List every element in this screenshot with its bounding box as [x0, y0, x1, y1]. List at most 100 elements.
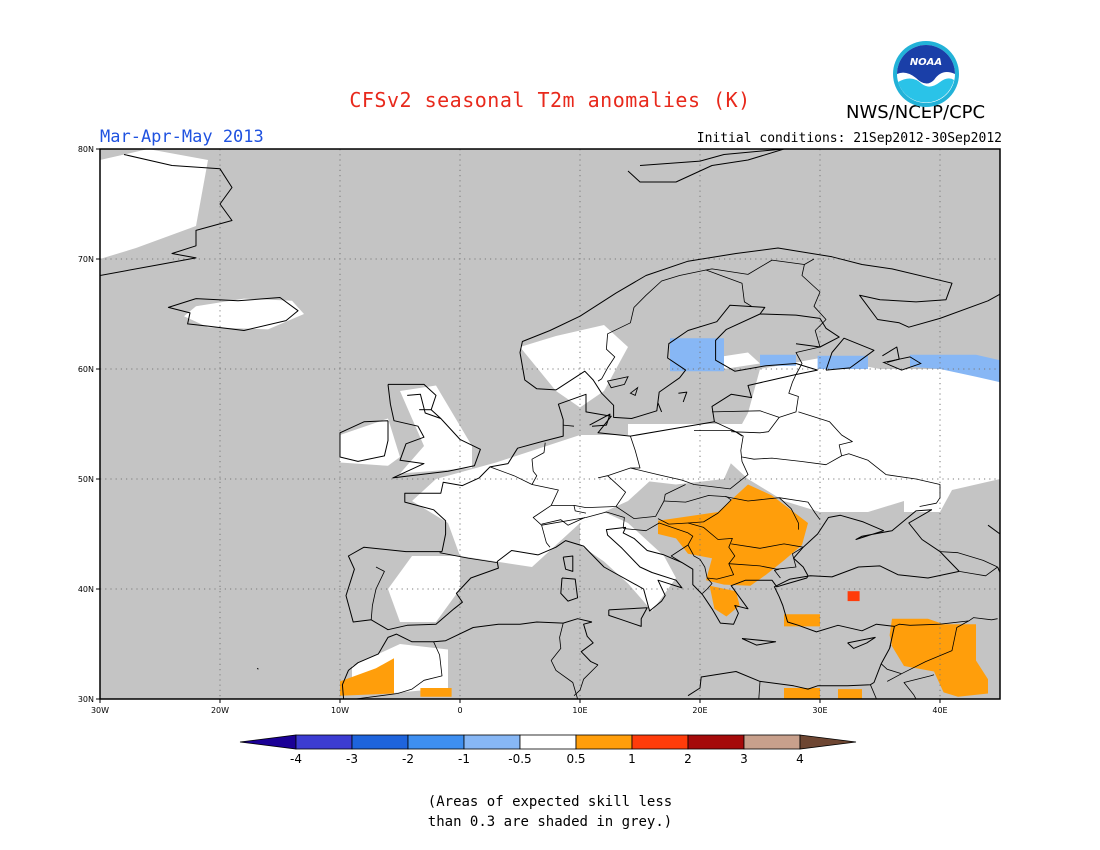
anomaly-region	[889, 618, 988, 697]
country-border	[711, 410, 780, 418]
coastline	[580, 621, 599, 666]
colorbar-label: 0.5	[566, 752, 585, 766]
country-border	[573, 664, 599, 696]
country-border	[741, 453, 941, 507]
coastline	[678, 391, 688, 403]
country-border	[779, 497, 821, 520]
coastline	[657, 402, 663, 413]
anomaly-region	[760, 354, 796, 366]
coastline	[404, 369, 818, 552]
anomaly-region	[670, 338, 724, 372]
anomaly-region	[838, 689, 862, 699]
anomaly-region	[658, 484, 808, 586]
coastline	[825, 337, 875, 371]
country-border	[887, 673, 902, 682]
country-border	[939, 551, 998, 568]
coastline	[627, 149, 785, 183]
lake-outline	[629, 386, 639, 397]
coastline	[560, 577, 579, 602]
lon-tick-label: 20E	[692, 706, 707, 715]
country-border	[959, 566, 998, 577]
coastlines	[100, 149, 1000, 699]
noaa-logo: NOAA	[893, 41, 959, 107]
coastline	[407, 393, 441, 419]
country-border	[550, 623, 578, 699]
anomaly-regions	[100, 149, 1000, 699]
colorbar-box	[463, 734, 521, 750]
lon-tick-label: 30E	[812, 706, 827, 715]
coastline	[687, 565, 960, 697]
coastline	[987, 524, 1000, 535]
country-border	[687, 522, 736, 580]
anomaly-region	[910, 354, 1000, 383]
country-borders	[355, 258, 998, 699]
lon-tick-label: 20W	[211, 706, 229, 715]
lat-tick-label: 40N	[78, 585, 94, 594]
colorbar-box	[351, 734, 409, 750]
country-border	[370, 566, 385, 620]
coastline	[519, 247, 1000, 419]
colorbar-arrow-low	[239, 734, 297, 750]
anomaly-region	[388, 556, 460, 622]
colorbar-label: 3	[740, 752, 748, 766]
country-border	[901, 620, 969, 675]
anomaly-region	[412, 435, 676, 567]
lake-outline	[882, 356, 922, 371]
logo-text: NOAA	[910, 57, 942, 68]
country-border	[531, 471, 538, 485]
lake-outline	[606, 376, 629, 389]
country-border	[597, 269, 707, 382]
country-border	[531, 442, 546, 472]
coastline	[256, 667, 259, 670]
anomaly-region	[340, 658, 394, 696]
colorbar-label: -2	[402, 752, 414, 766]
colorbar-label: 4	[796, 752, 804, 766]
anomaly-region	[724, 358, 1000, 512]
country-border	[758, 681, 761, 699]
coastline	[847, 636, 876, 649]
coastline	[345, 546, 499, 631]
anomaly-region	[709, 585, 740, 617]
coastline	[562, 555, 574, 572]
lon-tick-label: 30W	[91, 706, 109, 715]
lat-tick-label: 30N	[78, 695, 94, 704]
lat-tick-label: 70N	[78, 255, 94, 264]
skill-note-line-2: than 0.3 are shaded in grey.)	[427, 814, 673, 830]
colorbar-label: 2	[684, 752, 692, 766]
colorbar-labels: -4 -3 -2 -1 -0.5 0.5 1 2 3 4	[290, 752, 804, 766]
colorbar-box	[519, 734, 577, 750]
colorbar-boxes	[239, 734, 857, 750]
graticule	[100, 149, 1000, 699]
latitude-axis: 80N 70N 60N 50N 40N 30N	[78, 145, 100, 704]
lat-tick-label: 60N	[78, 365, 94, 374]
colorbar-box	[631, 734, 689, 750]
skill-note: (Areas of expected skill less than 0.3 a…	[0, 792, 1100, 832]
coastline	[741, 638, 777, 646]
country-border	[551, 435, 641, 509]
country-border	[705, 259, 805, 307]
coastline	[589, 413, 611, 427]
lon-tick-label: 40E	[932, 706, 947, 715]
colorbar-box	[743, 734, 801, 750]
country-border	[573, 505, 587, 514]
country-border	[630, 430, 749, 490]
country-border	[870, 684, 877, 699]
colorbar-arrow-high	[799, 734, 857, 750]
country-border	[880, 663, 902, 675]
country-border	[894, 617, 998, 627]
anomaly-region	[420, 688, 452, 697]
anomaly-region	[628, 424, 748, 485]
anomaly-region	[184, 298, 304, 330]
lon-tick-label: 0	[457, 706, 462, 715]
coastline	[496, 509, 960, 625]
colorbar-box	[575, 734, 633, 750]
anomaly-region	[400, 385, 472, 474]
skill-note-line-1: (Areas of expected skill less	[427, 794, 673, 810]
country-border	[731, 543, 804, 549]
lat-tick-label: 80N	[78, 145, 94, 154]
coastline	[167, 297, 299, 331]
anomaly-region	[520, 325, 628, 408]
lon-tick-label: 10E	[572, 706, 587, 715]
colorbar-label: -0.5	[508, 752, 531, 766]
colorbar-box	[687, 734, 745, 750]
